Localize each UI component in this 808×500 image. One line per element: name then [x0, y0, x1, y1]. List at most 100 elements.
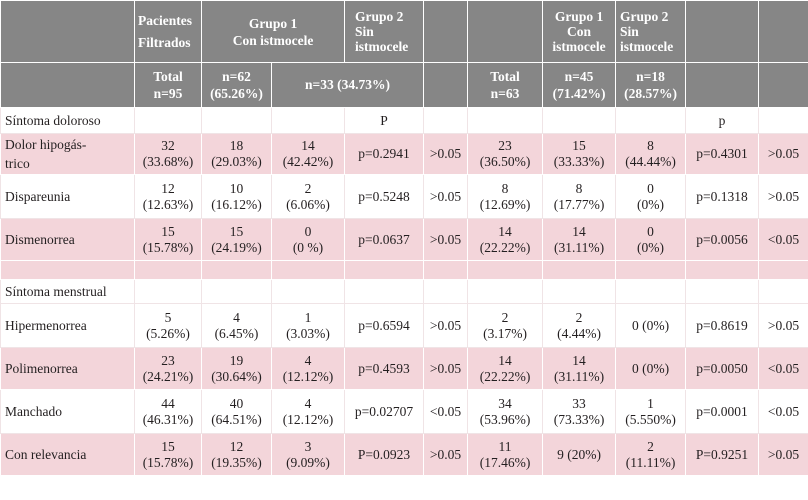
grupo1-value-b: 2 (4.44%) — [542, 303, 617, 348]
section-row-sintoma-menstrual: Síntoma menstrual — [0, 279, 808, 304]
spacer-row — [0, 260, 808, 280]
p-value: p=0.4593 — [344, 347, 425, 390]
significance-b: >0.05 — [758, 303, 808, 348]
p-value: p=0.2941 — [344, 133, 425, 175]
header-n1-b: n=45 (71.42%) — [542, 62, 617, 108]
grupo1-value: 19 (30.64%) — [201, 347, 272, 390]
significance-b: <0.05 — [758, 347, 808, 390]
header-n1-a: n=62 (65.26%) — [201, 62, 272, 108]
significance-b: >0.05 — [758, 174, 808, 219]
grupo2-value: 4 (12.12%) — [270, 347, 346, 390]
table-row: Con relevancia 15 (15.78%) 12 (19.35%) 3 (9.09… — [0, 433, 808, 476]
row-label: Manchado — [0, 389, 135, 434]
total-value-b: 14 (22.22%) — [467, 347, 544, 390]
grupo1-value-b: 8 (17.77%) — [542, 174, 617, 219]
results-table: Pacientes Filtrados Grupo 1 Con istmocele … — [0, 0, 808, 476]
grupo1-value: 12 (19.35%) — [201, 433, 272, 476]
total-value-b: 8 (12.69%) — [467, 174, 544, 219]
grupo1-value: 15 (24.19%) — [201, 218, 272, 261]
header-grupo2-a: Grupo 2 Sin istmocele — [344, 0, 425, 63]
significance: >0.05 — [423, 303, 469, 348]
grupo1-value-b: 14 (31.11%) — [542, 347, 617, 390]
row-label: Dolor hipogás-trico — [0, 133, 135, 175]
p-value: p=0.6594 — [344, 303, 425, 348]
total-value-b: 14 (22.22%) — [467, 218, 544, 261]
header-n2-b: n=18 (28.57%) — [615, 62, 687, 108]
grupo2-value-b: 8 (44.44%) — [615, 133, 687, 175]
significance-b: <0.05 — [758, 218, 808, 261]
total-value-b: 23 (36.50%) — [467, 133, 544, 175]
p-value-b: p=0.0001 — [685, 389, 760, 434]
grupo1-value: 10 (16.12%) — [201, 174, 272, 219]
p-value-b: P=0.9251 — [685, 433, 760, 476]
significance: >0.05 — [423, 433, 469, 476]
p-header-b: p — [685, 107, 760, 134]
header-row-1: Pacientes Filtrados Grupo 1 Con istmocele … — [0, 0, 808, 63]
significance: >0.05 — [423, 174, 469, 219]
total-value-b: 2 (3.17%) — [467, 303, 544, 348]
significance: <0.05 — [423, 389, 469, 434]
p-value: P=0.0923 — [344, 433, 425, 476]
p-value-b: p=0.8619 — [685, 303, 760, 348]
p-value-b: p=0.4301 — [685, 133, 760, 175]
row-label: Con relevancia — [0, 433, 135, 476]
header-total-b: Total n=63 — [467, 62, 544, 108]
grupo2-value: 1 (3.03%) — [270, 303, 346, 348]
total-value: 15 (15.78%) — [134, 433, 202, 476]
significance-b: >0.05 — [758, 433, 808, 476]
grupo1-value: 40 (64.51%) — [201, 389, 272, 434]
total-value: 23 (24.21%) — [134, 347, 202, 390]
header-grupo1-b: Grupo 1 Con istmocele — [542, 0, 617, 63]
table-row: Polimenorrea 23 (24.21%) 19 (30.64%) 4 (12.12%… — [0, 347, 808, 390]
significance: >0.05 — [423, 218, 469, 261]
section-label: Síntoma doloroso — [0, 107, 135, 134]
grupo1-value-b: 14 (31.11%) — [542, 218, 617, 261]
header-n2-a: n=33 (34.73%) — [270, 62, 425, 108]
grupo2-value-b: 2 (11.11%) — [615, 433, 687, 476]
significance-b: >0.05 — [758, 133, 808, 175]
grupo2-value-b: 0 (0%) — [615, 347, 687, 390]
grupo2-value-b: 0 (0%) — [615, 174, 687, 219]
significance: >0.05 — [423, 347, 469, 390]
header-pacientes: Pacientes Filtrados — [134, 0, 202, 63]
total-value: 12 (12.63%) — [134, 174, 202, 219]
row-label: Dismenorrea — [0, 218, 135, 261]
p-value: p=0.5248 — [344, 174, 425, 219]
grupo2-value-b: 1 (5.550%) — [615, 389, 687, 434]
table-row: Manchado 44 (46.31%) 40 (64.51%) 4 (12.12%) p=0… — [0, 389, 808, 434]
grupo1-value-b: 15 (33.33%) — [542, 133, 617, 175]
section-row-sintoma-doloroso: Síntoma doloroso P p — [0, 107, 808, 134]
grupo1-value: 4 (6.45%) — [201, 303, 272, 348]
grupo2-value: 4 (12.12%) — [270, 389, 346, 434]
grupo1-value-b: 9 (20%) — [542, 433, 617, 476]
p-value: p=0.02707 — [344, 389, 425, 434]
total-value: 32 (33.68%) — [134, 133, 202, 175]
p-value-b: p=0.0050 — [685, 347, 760, 390]
header-row-2: Total n=95 n=62 (65.26%) n=33 (34.73%) Tot… — [0, 62, 808, 108]
header-blank-cell — [0, 0, 135, 63]
significance: >0.05 — [423, 133, 469, 175]
row-label: Dispareunia — [0, 174, 135, 219]
section-label: Síntoma menstrual — [0, 279, 135, 304]
total-value-b: 11 (17.46%) — [467, 433, 544, 476]
header-grupo2-b: Grupo 2 Sin istmocele — [615, 0, 687, 63]
table-row: Dismenorrea 15 (15.78%) 15 (24.19%) 0 (0 %) p=0… — [0, 218, 808, 261]
row-label: Hipermenorrea — [0, 303, 135, 348]
row-label: Polimenorrea — [0, 347, 135, 390]
p-value: p=0.0637 — [344, 218, 425, 261]
total-value: 44 (46.31%) — [134, 389, 202, 434]
grupo2-value: 3 (9.09%) — [270, 433, 346, 476]
total-value: 15 (15.78%) — [134, 218, 202, 261]
grupo2-value-b: 0 (0%) — [615, 218, 687, 261]
table-row: Dolor hipogás-trico 32 (33.68%) 18 (29.03%) 1… — [0, 133, 808, 175]
grupo1-value-b: 33 (73.33%) — [542, 389, 617, 434]
grupo2-value: 14 (42.42%) — [270, 133, 346, 175]
p-value-b: p=0.0056 — [685, 218, 760, 261]
grupo2-value-b: 0 (0%) — [615, 303, 687, 348]
table-row: Dispareunia 12 (12.63%) 10 (16.12%) 2 (6.06%) p… — [0, 174, 808, 219]
p-header-a: P — [344, 107, 425, 134]
grupo2-value: 0 (0 %) — [270, 218, 346, 261]
header-total-a: Total n=95 — [134, 62, 202, 108]
total-value: 5 (5.26%) — [134, 303, 202, 348]
total-value-b: 34 (53.96%) — [467, 389, 544, 434]
